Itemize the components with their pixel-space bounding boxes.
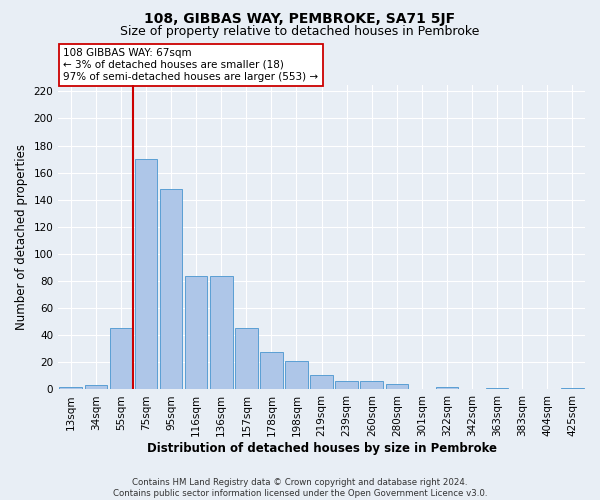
X-axis label: Distribution of detached houses by size in Pembroke: Distribution of detached houses by size … [146, 442, 497, 455]
Bar [59, 386, 82, 390]
Bar [210, 276, 233, 390]
Y-axis label: Number of detached properties: Number of detached properties [15, 144, 28, 330]
Bar [185, 276, 208, 390]
Bar [110, 328, 132, 390]
Bar [386, 384, 408, 390]
Text: Contains HM Land Registry data © Crown copyright and database right 2024.
Contai: Contains HM Land Registry data © Crown c… [113, 478, 487, 498]
Bar [335, 382, 358, 390]
Bar [310, 374, 333, 390]
Bar [160, 189, 182, 390]
Bar [235, 328, 257, 390]
Bar [561, 388, 584, 390]
Text: 108, GIBBAS WAY, PEMBROKE, SA71 5JF: 108, GIBBAS WAY, PEMBROKE, SA71 5JF [145, 12, 455, 26]
Bar [486, 388, 508, 390]
Bar [85, 386, 107, 390]
Bar [134, 159, 157, 390]
Bar [361, 382, 383, 390]
Text: 108 GIBBAS WAY: 67sqm
← 3% of detached houses are smaller (18)
97% of semi-detac: 108 GIBBAS WAY: 67sqm ← 3% of detached h… [64, 48, 319, 82]
Text: Size of property relative to detached houses in Pembroke: Size of property relative to detached ho… [121, 25, 479, 38]
Bar [436, 386, 458, 390]
Bar [260, 352, 283, 390]
Bar [285, 361, 308, 390]
